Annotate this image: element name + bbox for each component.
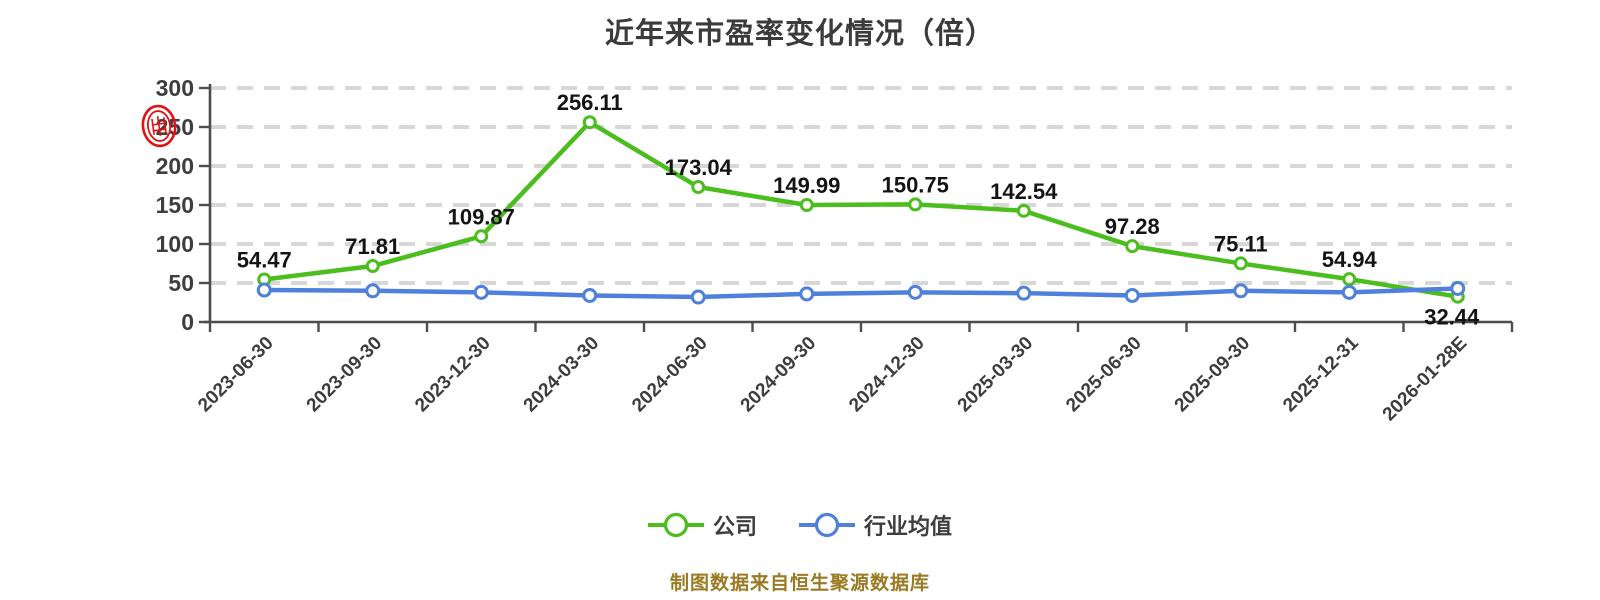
company-point-marker [1125, 239, 1140, 254]
industry-point-marker [1341, 284, 1357, 300]
legend-label-industry: 行业均值 [864, 514, 953, 539]
company-point-label: 109.87 [448, 204, 515, 229]
company-point-marker [691, 180, 706, 195]
company-point-label: 75.11 [1214, 231, 1268, 256]
chart-title: 近年来市盈率变化情况（倍） [604, 18, 995, 50]
company-point-label: 97.28 [1105, 214, 1160, 239]
company-point-marker [799, 198, 814, 213]
company-point-label: 71.81 [345, 234, 400, 259]
company-point-label: 32.44 [1424, 305, 1480, 330]
x-axis-label: 2026-01-28E [1379, 333, 1472, 426]
x-axis-label: 2025-12-31 [1279, 332, 1363, 416]
company-point-label: 173.04 [665, 155, 733, 180]
industry-point-marker [256, 282, 272, 298]
industry-point-marker [799, 286, 815, 302]
company-point-label: 54.47 [237, 248, 292, 273]
x-axis-label: 2024-12-30 [845, 333, 929, 417]
x-axis-label: 2024-03-30 [520, 333, 604, 417]
x-axis-label: 2023-06-30 [194, 333, 278, 417]
company-point-marker [1342, 272, 1357, 287]
y-axis-label: 300 [156, 75, 194, 101]
x-axis-label: 2023-09-30 [303, 333, 387, 417]
industry-point-marker [1016, 285, 1032, 301]
legend-item-company[interactable]: 公司 [647, 509, 757, 541]
data-source-note: 制图数据来自恒生聚源数据库 [669, 573, 930, 594]
y-axis-label: 150 [156, 192, 194, 218]
x-axis-label: 2025-06-30 [1062, 333, 1146, 417]
company-point-marker [365, 258, 380, 273]
y-axis-label: 0 [181, 309, 194, 335]
y-axis-label: 200 [156, 153, 194, 179]
company-point-label: 54.94 [1322, 247, 1378, 272]
industry-legend-marker-icon [799, 512, 855, 538]
industry-point-marker [582, 287, 598, 303]
legend-item-industry[interactable]: 行业均值 [799, 509, 952, 541]
industry-point-marker [365, 283, 381, 299]
company-line [262, 119, 1460, 299]
x-axis-label: 2025-09-30 [1171, 333, 1255, 417]
company-point-label: 149.99 [773, 173, 840, 198]
y-axis-label: 100 [156, 231, 194, 257]
x-axis-label: 2024-09-30 [737, 333, 821, 417]
company-point-marker [1233, 256, 1248, 271]
company-point-marker [474, 229, 489, 244]
industry-line [262, 286, 1460, 300]
company-legend-marker-icon [647, 512, 704, 538]
x-axis-label: 2024-06-30 [628, 333, 712, 417]
company-point-marker [1016, 203, 1031, 218]
chart-legend: 公司 行业均值 [0, 503, 1600, 547]
company-point-label: 142.54 [990, 179, 1058, 204]
red-seal-watermark-icon [141, 104, 177, 148]
y-axis-label: 50 [168, 270, 194, 296]
x-axis-label: 2023-12-30 [411, 333, 495, 417]
company-point-label: 256.11 [557, 90, 623, 115]
industry-point-marker [1124, 287, 1140, 303]
legend-label-company: 公司 [712, 514, 757, 539]
industry-point-marker [1233, 283, 1249, 299]
x-axis-label: 2025-03-30 [954, 333, 1038, 417]
industry-point-marker [907, 284, 923, 300]
company-point-marker [908, 197, 923, 212]
company-point-label: 150.75 [882, 172, 949, 197]
industry-point-marker [690, 289, 706, 305]
industry-point-marker [473, 284, 489, 300]
company-point-marker [582, 115, 597, 130]
industry-point-marker [1450, 280, 1466, 296]
